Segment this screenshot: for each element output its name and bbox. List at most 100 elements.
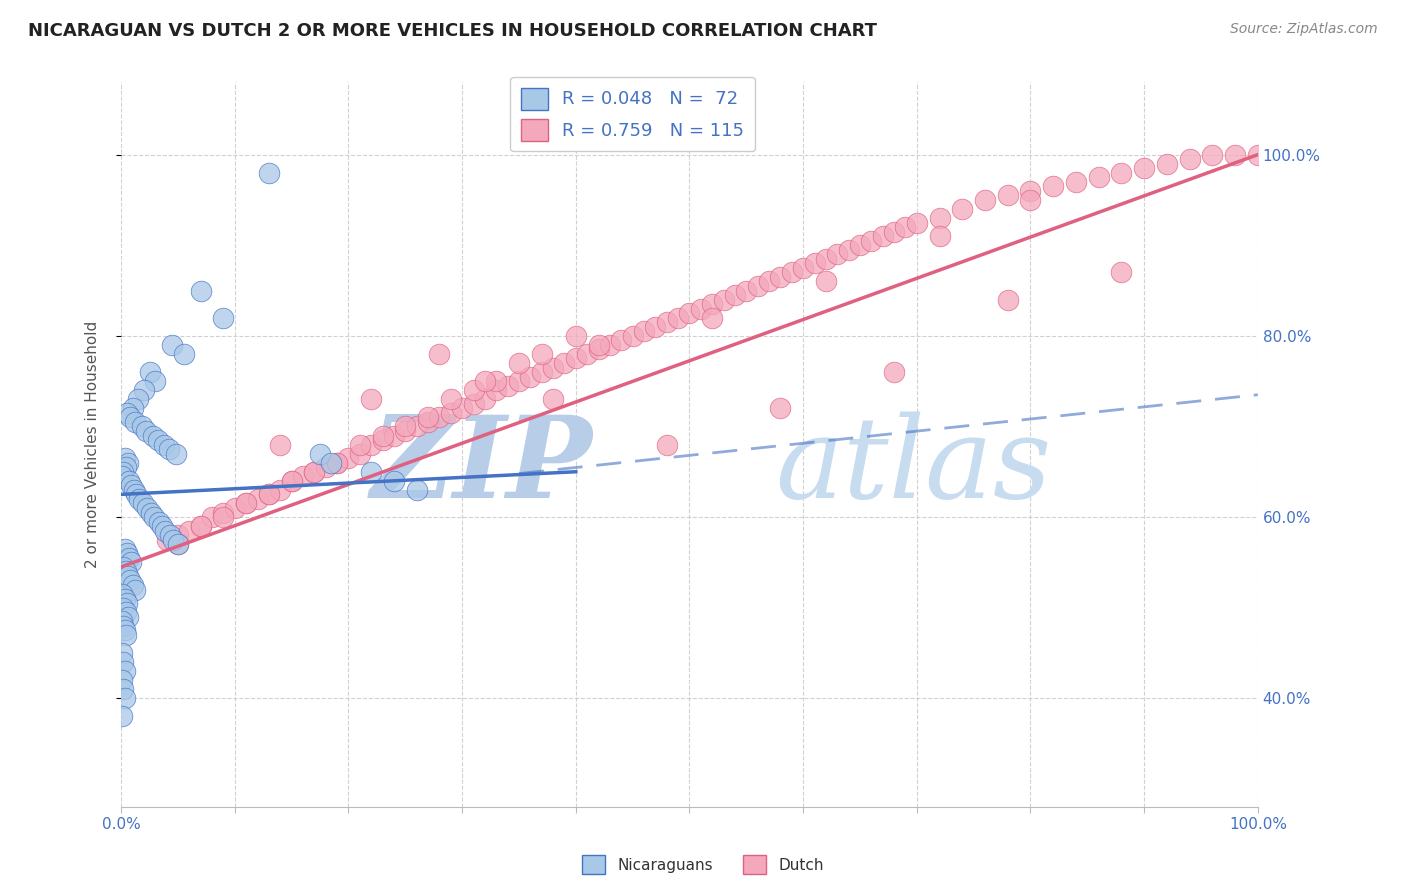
Point	[165, 447, 187, 461]
Point	[541, 392, 564, 407]
Point	[496, 378, 519, 392]
Point	[702, 297, 724, 311]
Point	[1019, 184, 1042, 198]
Point	[974, 193, 997, 207]
Point	[246, 491, 269, 506]
Point	[565, 329, 588, 343]
Point	[440, 406, 463, 420]
Point	[212, 510, 235, 524]
Point	[349, 437, 371, 451]
Point	[928, 211, 950, 225]
Point	[157, 442, 180, 456]
Point	[1087, 170, 1109, 185]
Point	[114, 541, 136, 556]
Point	[702, 310, 724, 325]
Point	[120, 410, 142, 425]
Point	[838, 243, 860, 257]
Point	[128, 491, 150, 506]
Point	[1042, 179, 1064, 194]
Point	[235, 496, 257, 510]
Point	[565, 351, 588, 366]
Point	[883, 365, 905, 379]
Point	[235, 496, 257, 510]
Point	[1156, 157, 1178, 171]
Point	[143, 510, 166, 524]
Point	[360, 437, 382, 451]
Point	[530, 347, 553, 361]
Point	[162, 338, 184, 352]
Point	[1178, 152, 1201, 166]
Point	[814, 275, 837, 289]
Point	[429, 347, 451, 361]
Point	[349, 447, 371, 461]
Point	[153, 437, 176, 451]
Point	[621, 329, 644, 343]
Point	[508, 356, 530, 370]
Point	[114, 591, 136, 606]
Point	[394, 419, 416, 434]
Point	[111, 646, 134, 660]
Point	[553, 356, 575, 370]
Point	[689, 301, 711, 316]
Point	[173, 347, 195, 361]
Point	[1223, 147, 1246, 161]
Point	[114, 460, 136, 475]
Point	[405, 419, 427, 434]
Point	[326, 456, 349, 470]
Point	[132, 496, 155, 510]
Point	[150, 519, 173, 533]
Point	[633, 324, 655, 338]
Point	[257, 166, 280, 180]
Point	[326, 456, 349, 470]
Point	[678, 306, 700, 320]
Point	[644, 319, 666, 334]
Point	[148, 515, 170, 529]
Point	[440, 392, 463, 407]
Point	[304, 465, 326, 479]
Point	[114, 691, 136, 706]
Point	[747, 279, 769, 293]
Point	[519, 369, 541, 384]
Point	[114, 628, 136, 642]
Point	[883, 225, 905, 239]
Point	[212, 506, 235, 520]
Point	[321, 456, 343, 470]
Point	[114, 605, 136, 619]
Text: Source: ZipAtlas.com: Source: ZipAtlas.com	[1230, 22, 1378, 37]
Point	[114, 664, 136, 678]
Point	[190, 519, 212, 533]
Point	[713, 293, 735, 307]
Point	[190, 284, 212, 298]
Point	[112, 465, 135, 479]
Point	[112, 600, 135, 615]
Point	[950, 202, 973, 216]
Point	[735, 284, 758, 298]
Point	[463, 397, 485, 411]
Point	[416, 415, 439, 429]
Point	[132, 383, 155, 397]
Point	[121, 578, 143, 592]
Point	[1247, 147, 1270, 161]
Point	[304, 465, 326, 479]
Point	[118, 550, 141, 565]
Point	[371, 433, 394, 447]
Point	[127, 392, 149, 407]
Point	[280, 474, 302, 488]
Point	[162, 533, 184, 547]
Point	[1019, 193, 1042, 207]
Point	[115, 546, 138, 560]
Legend: Nicaraguans, Dutch: Nicaraguans, Dutch	[576, 849, 830, 880]
Point	[1064, 175, 1087, 189]
Point	[212, 310, 235, 325]
Point	[416, 410, 439, 425]
Y-axis label: 2 or more Vehicles in Household: 2 or more Vehicles in Household	[86, 321, 100, 568]
Point	[117, 456, 139, 470]
Point	[474, 374, 496, 388]
Point	[849, 238, 872, 252]
Point	[485, 374, 508, 388]
Point	[167, 537, 190, 551]
Point	[803, 256, 825, 270]
Point	[120, 555, 142, 569]
Point	[115, 596, 138, 610]
Point	[292, 469, 315, 483]
